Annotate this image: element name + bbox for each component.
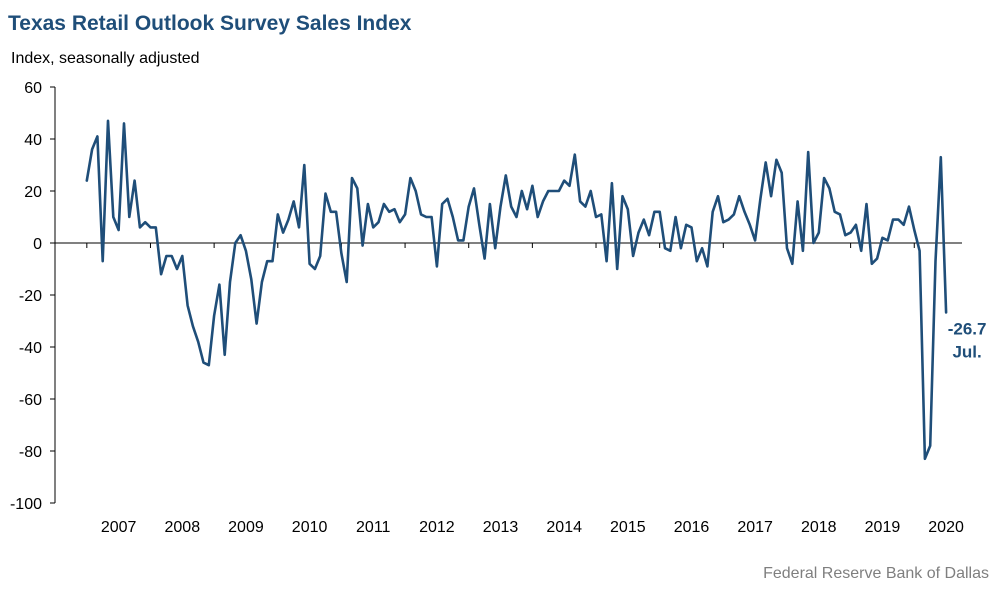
- y-tick-label: 20: [24, 184, 42, 201]
- last-value-label: -26.7: [948, 319, 987, 338]
- series-group: [85, 119, 948, 461]
- x-tick-label: 2008: [165, 519, 201, 536]
- y-axis: 60 40 20 0 -20 -40 -60 -80 -100: [10, 80, 56, 513]
- x-tick-label: 2007: [101, 519, 137, 536]
- y-tick-label: -40: [19, 340, 42, 357]
- y-tick-label: 0: [33, 236, 42, 253]
- x-tick-label: 2016: [674, 519, 710, 536]
- y-tick-label: -60: [19, 392, 42, 409]
- x-tick-label: 2010: [292, 519, 328, 536]
- chart-subtitle: Index, seasonally adjusted: [11, 50, 200, 67]
- chart-title: Texas Retail Outlook Survey Sales Index: [8, 12, 412, 35]
- x-tick-label: 2013: [483, 519, 519, 536]
- y-tick-label: 40: [24, 132, 42, 149]
- x-tick-label: 2014: [546, 519, 582, 536]
- x-tick-label: 2020: [928, 519, 964, 536]
- y-tick-label: -80: [19, 444, 42, 461]
- x-tick-label: 2017: [737, 519, 773, 536]
- source-credit: Federal Reserve Bank of Dallas: [763, 565, 989, 582]
- y-tick-label: 60: [24, 80, 42, 97]
- x-tick-label: 2019: [865, 519, 901, 536]
- y-tick-label: -20: [19, 288, 42, 305]
- x-tick-label: 2011: [356, 519, 391, 536]
- x-tick-label: 2018: [801, 519, 837, 536]
- last-month-label: Jul.: [952, 342, 981, 361]
- series-line: [85, 119, 948, 461]
- x-tick-label: 2009: [228, 519, 264, 536]
- x-tick-label: 2012: [419, 519, 455, 536]
- x-tick-label: 2015: [610, 519, 646, 536]
- x-axis: 2007 2008 2009 2010 2011 2012 2013 2014 2015 2016…: [55, 242, 964, 536]
- y-tick-label: -100: [10, 496, 42, 513]
